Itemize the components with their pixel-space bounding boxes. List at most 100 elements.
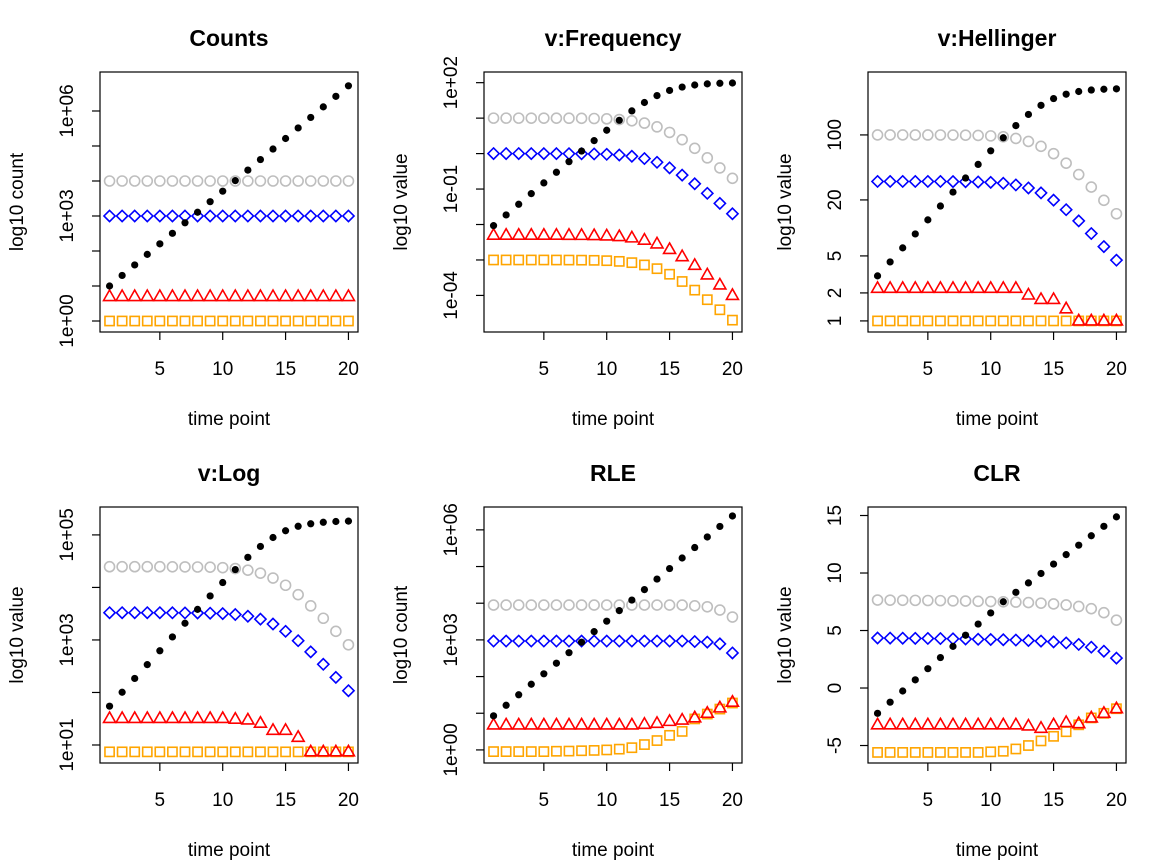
y-tick-label: 1e-04 xyxy=(441,271,462,320)
y-tick-label: 1e+00 xyxy=(441,723,462,776)
point xyxy=(280,315,291,327)
y-tick-label: 100 xyxy=(825,119,846,151)
point xyxy=(179,175,191,187)
point xyxy=(908,631,923,646)
point xyxy=(102,710,117,724)
point xyxy=(713,196,727,211)
point xyxy=(499,634,513,648)
point xyxy=(227,288,243,302)
point xyxy=(961,631,970,639)
point xyxy=(304,600,317,612)
point xyxy=(141,175,154,187)
point xyxy=(229,175,242,187)
point xyxy=(1062,90,1070,98)
point xyxy=(1071,312,1087,326)
point xyxy=(166,561,179,573)
point xyxy=(329,209,343,223)
x-tick-label: 10 xyxy=(596,790,617,811)
y-axis-label: log10 value xyxy=(7,586,28,683)
point xyxy=(255,315,266,327)
point xyxy=(637,634,652,648)
point xyxy=(512,599,525,611)
point xyxy=(651,599,663,611)
point xyxy=(613,113,626,126)
point xyxy=(649,235,665,249)
point xyxy=(290,288,306,302)
point xyxy=(935,315,946,327)
point xyxy=(700,635,715,649)
point xyxy=(179,315,191,327)
point xyxy=(317,175,330,187)
point xyxy=(316,209,331,223)
point xyxy=(996,632,1011,647)
point xyxy=(266,617,280,631)
point xyxy=(613,743,625,755)
x-tick-label: 20 xyxy=(338,359,359,380)
point xyxy=(1083,709,1099,723)
point xyxy=(292,175,304,187)
point xyxy=(1109,651,1124,665)
point xyxy=(639,739,650,750)
y-axis-label: log10 value xyxy=(775,586,796,683)
point xyxy=(947,315,959,327)
point xyxy=(215,710,231,724)
point xyxy=(228,607,243,622)
point xyxy=(922,129,934,141)
point xyxy=(1037,101,1045,109)
point xyxy=(920,280,936,294)
point xyxy=(1010,596,1022,608)
point xyxy=(141,560,154,573)
point xyxy=(1047,147,1060,160)
point xyxy=(204,315,216,327)
point xyxy=(127,710,143,724)
point xyxy=(727,314,738,326)
point xyxy=(674,248,690,262)
point xyxy=(640,586,649,594)
point xyxy=(896,594,909,607)
point xyxy=(922,315,934,327)
point xyxy=(202,288,218,302)
point xyxy=(1033,291,1049,305)
point xyxy=(253,715,268,728)
point xyxy=(946,632,960,646)
point xyxy=(1012,588,1020,596)
plot-box xyxy=(483,71,743,333)
point xyxy=(486,227,501,240)
point xyxy=(536,716,552,730)
point xyxy=(1110,614,1123,626)
point xyxy=(716,79,724,87)
point xyxy=(895,280,911,294)
point xyxy=(649,715,665,729)
point xyxy=(342,638,355,651)
point xyxy=(714,604,726,616)
point xyxy=(576,745,587,757)
point xyxy=(1021,717,1036,731)
point xyxy=(341,683,356,698)
point xyxy=(190,209,205,223)
point xyxy=(215,209,230,223)
x-tick-label: 20 xyxy=(1106,790,1127,811)
point xyxy=(714,162,726,174)
point xyxy=(231,565,239,574)
point xyxy=(229,562,242,575)
y-tick-label: 1 xyxy=(825,316,846,327)
point xyxy=(1022,596,1035,609)
point xyxy=(1071,715,1087,729)
point xyxy=(946,174,960,189)
point xyxy=(1096,705,1112,719)
point xyxy=(600,599,613,611)
point xyxy=(190,606,205,620)
point xyxy=(330,625,342,638)
point xyxy=(675,634,689,648)
point xyxy=(165,209,180,223)
point xyxy=(488,746,499,758)
y-tick-label: 1e+03 xyxy=(57,189,78,242)
point xyxy=(1035,735,1047,747)
point xyxy=(215,288,231,302)
point xyxy=(114,710,130,724)
point xyxy=(315,288,331,302)
x-tick-label: 15 xyxy=(275,359,296,380)
point xyxy=(662,713,677,727)
point xyxy=(191,175,204,187)
point xyxy=(549,716,564,730)
